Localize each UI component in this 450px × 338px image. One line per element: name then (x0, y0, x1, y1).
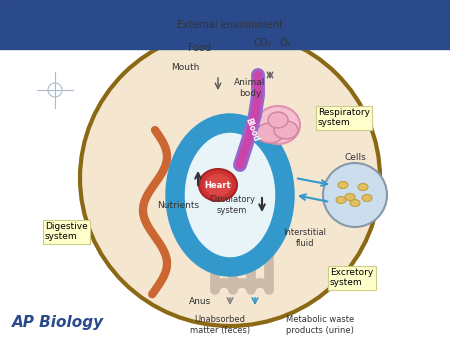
Text: Heart: Heart (205, 180, 231, 190)
Text: Interstitial
fluid: Interstitial fluid (284, 228, 327, 248)
Text: External environment: External environment (177, 20, 283, 30)
Text: CO₂: CO₂ (254, 38, 272, 48)
Ellipse shape (256, 106, 300, 144)
Text: Unabsorbed
matter (feces): Unabsorbed matter (feces) (190, 315, 250, 335)
Ellipse shape (268, 112, 288, 128)
Text: Blood: Blood (243, 117, 261, 143)
Text: Mouth: Mouth (171, 64, 199, 72)
Text: Respiratory
system: Respiratory system (318, 108, 370, 127)
Text: Food: Food (189, 43, 211, 53)
Text: Excretory
system: Excretory system (330, 268, 373, 287)
Text: Circulatory
system: Circulatory system (209, 195, 255, 215)
Ellipse shape (256, 123, 284, 143)
Text: Metabolic waste
products (urine): Metabolic waste products (urine) (286, 315, 354, 335)
Text: Anus: Anus (189, 297, 211, 307)
Circle shape (323, 163, 387, 227)
Ellipse shape (179, 127, 281, 263)
Text: Animal
body: Animal body (234, 78, 266, 98)
Text: O₂: O₂ (279, 38, 291, 48)
Ellipse shape (336, 196, 346, 203)
Ellipse shape (345, 193, 355, 200)
Ellipse shape (199, 169, 237, 201)
Ellipse shape (350, 199, 360, 207)
Ellipse shape (204, 174, 232, 196)
Ellipse shape (338, 182, 348, 189)
Ellipse shape (274, 121, 298, 139)
Text: Cells: Cells (344, 153, 366, 163)
Ellipse shape (80, 30, 380, 326)
Text: Digestive
system: Digestive system (45, 222, 88, 241)
Text: AP Biology: AP Biology (12, 315, 104, 331)
Ellipse shape (362, 194, 372, 201)
Ellipse shape (358, 184, 368, 191)
Text: Nutrients: Nutrients (157, 200, 199, 210)
Bar (0, 0, 450, 49)
